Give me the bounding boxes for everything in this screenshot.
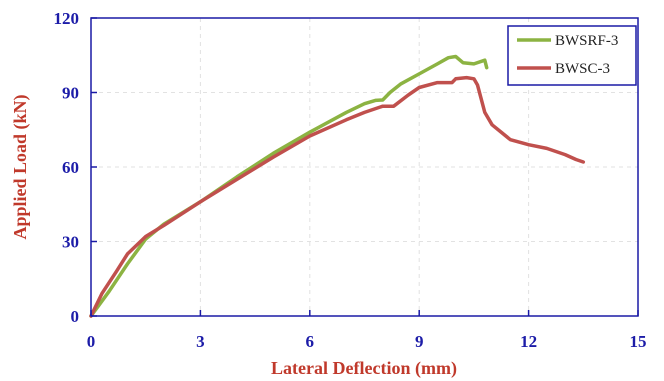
legend-label-bwsrf-3: BWSRF-3: [555, 33, 618, 49]
x-tick-label: 0: [87, 332, 96, 351]
y-axis-tick-labels: 0 30 60 90 120: [54, 9, 80, 326]
x-axis-tick-labels: 0 3 6 9 12 15: [87, 332, 647, 351]
series-line-bwsc-3: [89, 75, 586, 318]
legend: BWSRF-3 BWSC-3: [507, 25, 637, 86]
x-tick-label: 12: [520, 332, 537, 351]
y-tick-label: 90: [62, 84, 79, 103]
x-tick-label: 9: [415, 332, 424, 351]
x-tick-label: 6: [306, 332, 315, 351]
y-tick-label: 30: [62, 233, 79, 252]
x-tick-label: 3: [196, 332, 205, 351]
y-tick-label: 60: [62, 158, 79, 177]
series-lines: [89, 54, 586, 318]
y-tick-label: 0: [71, 307, 80, 326]
series-line-bwsrf-3: [89, 54, 489, 318]
axis-ticks: [90, 17, 639, 317]
y-axis-title: Applied Load (kN): [10, 94, 31, 239]
legend-label-bwsc-3: BWSC-3: [555, 61, 610, 77]
x-tick-label: 15: [630, 332, 647, 351]
legend-box: [507, 25, 637, 86]
x-axis-title: Lateral Deflection (mm): [271, 358, 457, 379]
y-tick-label: 120: [54, 9, 80, 28]
